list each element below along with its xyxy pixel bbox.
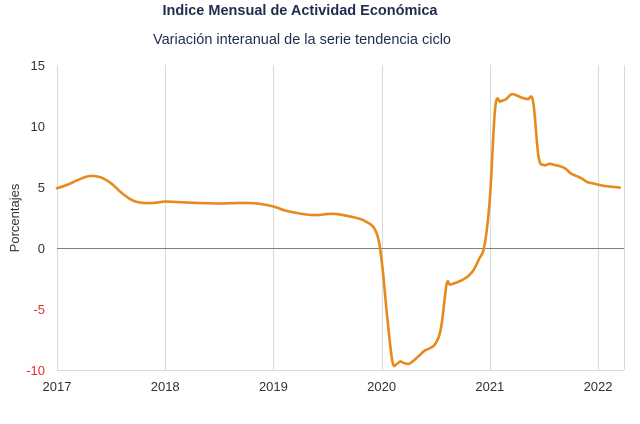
x-tick-label: 2021 (475, 379, 504, 394)
y-tick-label: 15 (31, 58, 45, 73)
x-tick-label: 2022 (584, 379, 613, 394)
y-tick-label: -5 (33, 302, 45, 317)
x-tick-label: 2017 (43, 379, 72, 394)
x-tick-label: 2020 (367, 379, 396, 394)
vertical-gridlines (57, 65, 625, 370)
y-tick-label: 10 (31, 119, 45, 134)
y-tick-label: -10 (26, 363, 45, 378)
chart-title: Indice Mensual de Actividad Económica (162, 3, 438, 19)
x-tick-label: 2019 (259, 379, 288, 394)
x-tick-label: 2018 (151, 379, 180, 394)
series-line (55, 92, 621, 368)
y-axis-tick-labels: 15 10 5 0 -5 -10 (26, 58, 45, 378)
x-axis-tick-labels: 2017 2018 2019 2020 2021 2022 (43, 379, 613, 394)
chart-subtitle: Variación interanual de la serie tendenc… (153, 32, 451, 48)
y-axis-label: Porcentajes (7, 183, 22, 252)
y-tick-label: 5 (38, 180, 45, 195)
y-tick-label: 0 (38, 241, 45, 256)
